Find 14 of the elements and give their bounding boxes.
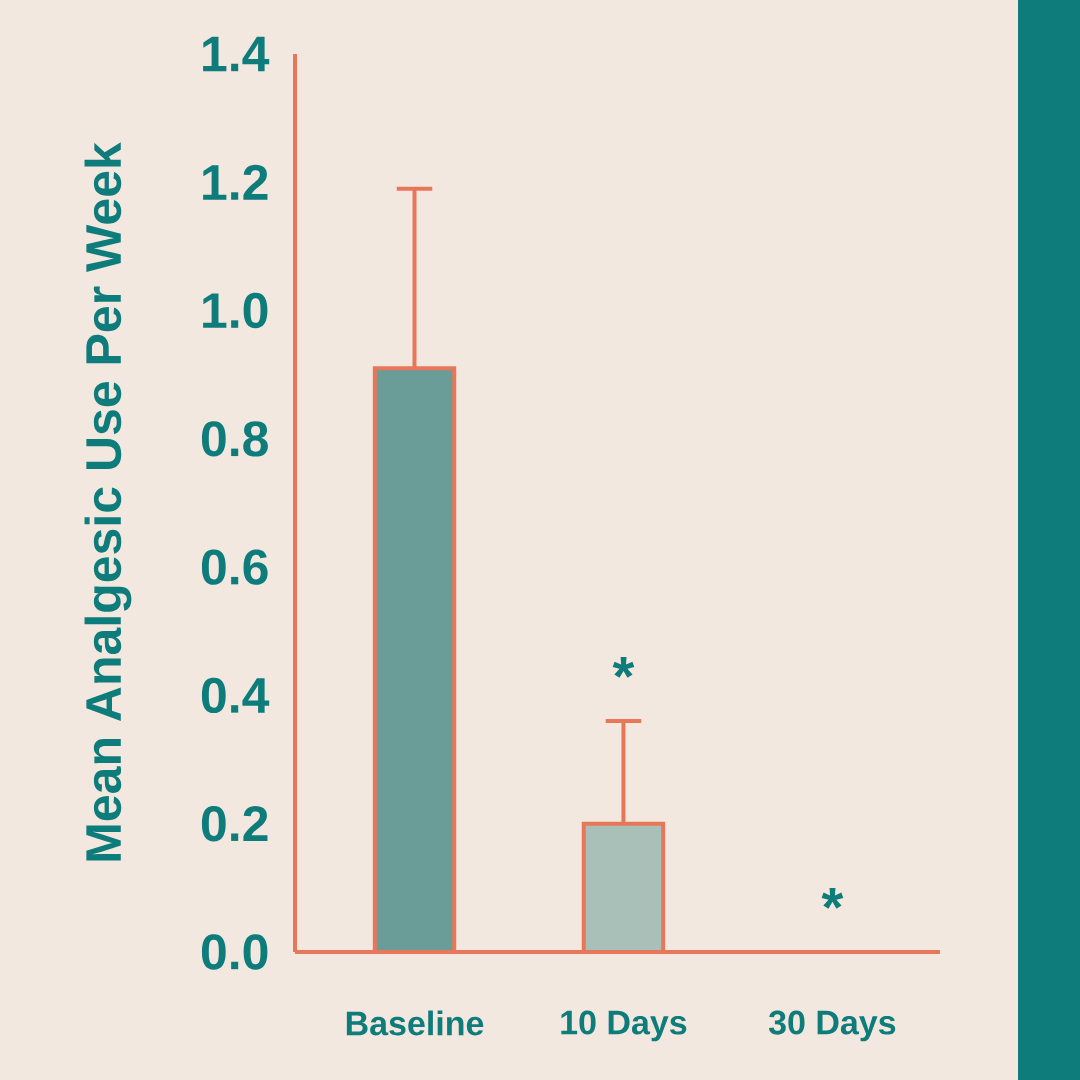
y-axis-title: Mean Analgesic Use Per Week	[84, 142, 132, 861]
annotation: *	[821, 887, 844, 909]
y-tick-label: 1.0	[203, 292, 268, 329]
y-tick-label: 0.8	[201, 421, 268, 457]
annotation: *	[612, 657, 635, 678]
x-tick-label: Baseline	[346, 1010, 484, 1036]
y-tick-label: 0.6	[201, 549, 268, 585]
y-tick-label: 0.4	[201, 677, 270, 714]
y-tick-label: 0.0	[201, 934, 268, 970]
y-tick-label: 1.4	[203, 36, 270, 72]
y-tick-label: 0.2	[201, 806, 268, 842]
y-tick-label: 1.2	[203, 164, 268, 200]
x-tick-label: 30 Days	[768, 1010, 896, 1042]
x-tick-label: 10 Days	[561, 1010, 687, 1042]
